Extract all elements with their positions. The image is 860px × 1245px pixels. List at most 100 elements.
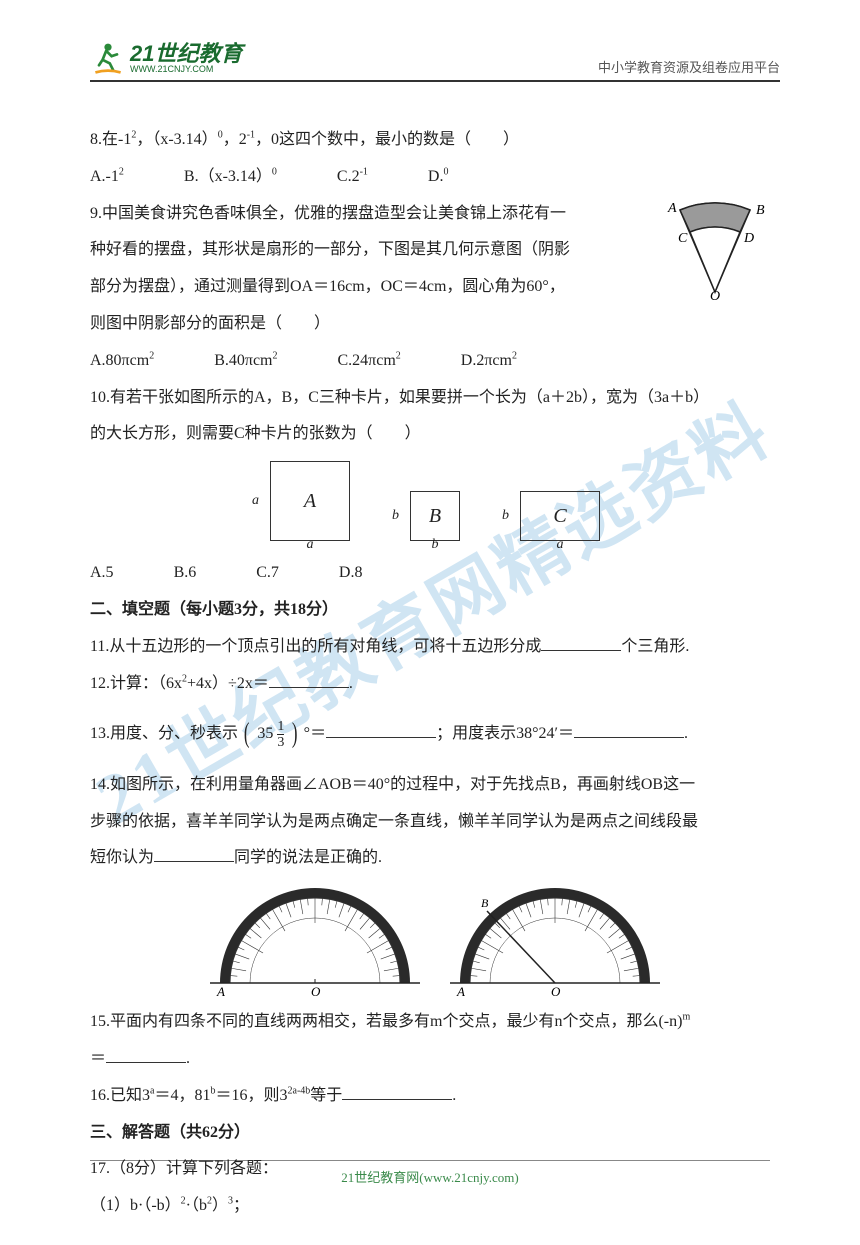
q12-a: 12.计算：（6x: [90, 675, 182, 692]
q8-text-b: ，（x-3.14）: [136, 131, 217, 148]
card-c-dim-bottom: a: [557, 529, 564, 561]
q15-line2: ＝.: [90, 1041, 780, 1078]
page-header: 21世纪教育 WWW.21CNJY.COM 中小学教育资源及组卷应用平台: [90, 40, 780, 82]
q14-l3: 短你认为同学的说法是正确的.: [90, 840, 780, 877]
q16-d: 等于: [310, 1087, 342, 1104]
cards-figure: A a a B b b C b a: [90, 461, 780, 541]
q10-l1: 10.有若干张如图所示的A，B，C三种卡片，如果要拼一个长为（a＋2b），宽为（…: [90, 380, 780, 417]
q8-opt-c-sup: -1: [360, 166, 368, 177]
q8-sup-3: -1: [247, 130, 255, 141]
prot2-a: A: [456, 984, 465, 998]
card-c-dim-left: b: [502, 500, 509, 532]
page-container: 21世纪教育 WWW.21CNJY.COM 中小学教育资源及组卷应用平台 8.在…: [0, 0, 860, 1245]
q15-c: .: [186, 1050, 190, 1067]
q13-rparen: ): [292, 702, 298, 766]
q8-opt-b: B.（x-3.14）0: [184, 159, 277, 196]
q9-d-sup: 2: [512, 350, 517, 361]
q10-l2: 的大长方形，则需要C种卡片的张数为（ ）: [90, 416, 780, 453]
q9-c-sup: 2: [396, 350, 401, 361]
q8-opt-a-text: A.-1: [90, 168, 119, 185]
q9-opt-a: A.80πcm2: [90, 343, 154, 380]
q15: 15.平面内有四条不同的直线两两相交，若最多有m个交点，最少有n个交点，那么(-…: [90, 1004, 780, 1041]
q8-opt-d-sup: 0: [443, 166, 448, 177]
q13-frac: 35 1 3: [255, 716, 286, 753]
q12-b: +4x）÷2x＝: [187, 675, 269, 692]
q8-text-d: ，0这四个数中，最小的数是（ ）: [255, 131, 519, 148]
q10-opt-a: A.5: [90, 555, 114, 592]
q11-b: 个三角形.: [621, 638, 689, 655]
q9-opt-d-text: D.2πcm: [461, 352, 512, 369]
q17-sub1: （1）b·（-b）2·（b2）3；: [90, 1188, 780, 1225]
q11: 11.从十五边形的一个顶点引出的所有对角线，可将十五边形分成 个三角形.: [90, 629, 780, 666]
prot2-o: O: [551, 984, 561, 998]
q16-c: ＝16，则3: [215, 1087, 287, 1104]
sector-label-b: B: [756, 203, 765, 218]
q9-opt-d: D.2πcm2: [461, 343, 517, 380]
q8-opt-b-sup: 0: [272, 166, 277, 177]
q16-blank: [342, 1084, 452, 1100]
q9-opt-b: B.40πcm2: [214, 343, 277, 380]
q8-opt-d-text: D.: [428, 168, 444, 185]
q11-a: 11.从十五边形的一个顶点引出的所有对角线，可将十五边形分成: [90, 638, 541, 655]
card-b-dim-left: b: [392, 500, 399, 532]
card-b-wrap: B b b: [410, 491, 460, 541]
protractor-1: A O: [205, 883, 425, 998]
card-a-wrap: A a a: [270, 461, 350, 541]
q16-b: ＝4，81: [154, 1087, 210, 1104]
q8-text-a: 8.在-1: [90, 131, 131, 148]
prot1-a: A: [216, 984, 225, 998]
q13-whole: 35: [257, 725, 273, 742]
q13: 13.用度、分、秒表示 ( 35 1 3 ) °＝；用度表示38°24′＝.: [90, 702, 780, 766]
q9-a-sup: 2: [149, 350, 154, 361]
logo-main-text: 21世纪教育: [130, 43, 242, 65]
q8-opt-b-text: B.（x-3.14）: [184, 168, 272, 185]
card-a-dim-bottom: a: [307, 529, 314, 561]
q15-a: 15.平面内有四条不同的直线两两相交，若最多有m个交点，最少有n个交点，那么(-…: [90, 1013, 682, 1030]
q13-c: .: [684, 725, 688, 742]
q17-1d: ；: [233, 1197, 249, 1214]
q8-opt-c-text: C.2: [337, 168, 360, 185]
q16-s3: 2a-4b: [288, 1085, 311, 1096]
q17-1a: （1）b·（-b）: [90, 1197, 181, 1214]
section-3-title: 三、解答题（共62分）: [90, 1115, 780, 1152]
q13-blank2: [574, 722, 684, 738]
q14-l3b: 同学的说法是正确的.: [234, 849, 382, 866]
sector-label-d: D: [743, 231, 754, 246]
q8-stem: 8.在-12，（x-3.14）0，2-1，0这四个数中，最小的数是（ ）: [90, 122, 780, 159]
q16: 16.已知3a＝4，81b＝16，则32a-4b等于.: [90, 1078, 780, 1115]
q13-den: 3: [277, 734, 284, 750]
sector-label-o: O: [710, 289, 720, 302]
q14-l1: 14.如图所示，在利用量角器画∠AOB＝40°的过程中，对于先找点B，再画射线O…: [90, 767, 780, 804]
content-area: 8.在-12，（x-3.14）0，2-1，0这四个数中，最小的数是（ ） A.-…: [90, 122, 780, 1225]
prot1-o: O: [311, 984, 321, 998]
protractor-2: B A O: [445, 883, 665, 998]
q8-opt-a: A.-12: [90, 159, 124, 196]
q9-block: 9.中国美食讲究色香味俱全，优雅的摆盘造型会让美食锦上添花有一 种好看的摆盘，其…: [90, 196, 780, 343]
q8-opt-d: D.0: [428, 159, 449, 196]
sector-figure: A B C D O: [650, 192, 780, 302]
q17-head: 17.（8分）计算下列各题：: [90, 1151, 780, 1188]
q9-opt-b-text: B.40πcm: [214, 352, 272, 369]
q9-opt-c: C.24πcm2: [337, 343, 400, 380]
logo-runner-icon: [90, 40, 126, 76]
q9-opt-c-text: C.24πcm: [337, 352, 395, 369]
q9-l4: 则图中阴影部分的面积是（ ）: [90, 306, 780, 343]
q12-c: .: [349, 675, 353, 692]
q10-opt-d: D.8: [339, 555, 363, 592]
protractor-figures: A O B A O: [90, 883, 780, 998]
q8-opt-c: C.2-1: [337, 159, 368, 196]
q8-options: A.-12 B.（x-3.14）0 C.2-1 D.0: [90, 159, 780, 196]
q16-e: .: [452, 1087, 456, 1104]
q14-l2: 步骤的依据，喜羊羊同学认为是两点确定一条直线，懒羊羊同学认为是两点之间线段最: [90, 804, 780, 841]
q16-a: 16.已知3: [90, 1087, 150, 1104]
prot2-b: B: [481, 896, 489, 910]
q17-1b: ·（b: [186, 1197, 207, 1214]
q8-opt-a-sup: 2: [119, 166, 124, 177]
card-c-wrap: C b a: [520, 491, 600, 541]
sector-label-c: C: [678, 231, 688, 246]
q9-options: A.80πcm2 B.40πcm2 C.24πcm2 D.2πcm2: [90, 343, 780, 380]
logo: 21世纪教育 WWW.21CNJY.COM: [90, 40, 242, 76]
q13-lparen: (: [244, 702, 250, 766]
q13-deg: °＝: [304, 725, 326, 742]
q15-blank: [106, 1047, 186, 1063]
